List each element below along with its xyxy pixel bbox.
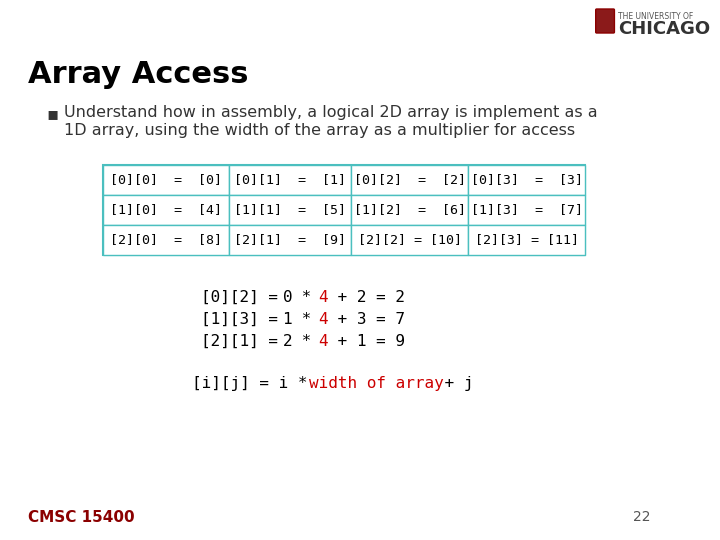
Text: [2][2] = [10]: [2][2] = [10] xyxy=(358,233,462,246)
Text: [i][j] = i *: [i][j] = i * xyxy=(192,376,317,391)
Text: + 1 = 9: + 1 = 9 xyxy=(328,334,405,349)
Text: *: * xyxy=(292,290,320,305)
Bar xyxy=(103,195,230,225)
Bar xyxy=(468,165,585,195)
Text: + 2 = 2: + 2 = 2 xyxy=(328,290,405,305)
Text: [1][1]  =  [5]: [1][1] = [5] xyxy=(234,204,346,217)
Text: width of array: width of array xyxy=(309,376,444,391)
Text: [0][2]  =  [2]: [0][2] = [2] xyxy=(354,173,466,186)
Text: Array Access: Array Access xyxy=(28,60,248,89)
Bar xyxy=(230,225,351,255)
Text: + 3 = 7: + 3 = 7 xyxy=(328,312,405,327)
FancyBboxPatch shape xyxy=(595,9,614,33)
Text: 0: 0 xyxy=(282,290,292,305)
Text: [0][0]  =  [0]: [0][0] = [0] xyxy=(110,173,222,186)
Bar xyxy=(351,165,468,195)
Text: 2: 2 xyxy=(282,334,292,349)
Text: CMSC 15400: CMSC 15400 xyxy=(28,510,135,525)
Text: CHICAGO: CHICAGO xyxy=(618,20,711,38)
Bar xyxy=(468,225,585,255)
Text: 4: 4 xyxy=(318,290,328,305)
FancyBboxPatch shape xyxy=(103,165,585,255)
Text: [2][3] = [11]: [2][3] = [11] xyxy=(475,233,579,246)
Text: [2][0]  =  [8]: [2][0] = [8] xyxy=(110,233,222,246)
Text: [1][2]  =  [6]: [1][2] = [6] xyxy=(354,204,466,217)
Text: THE UNIVERSITY OF: THE UNIVERSITY OF xyxy=(618,12,693,21)
Bar xyxy=(230,195,351,225)
Text: ▪: ▪ xyxy=(47,105,59,123)
Bar xyxy=(351,225,468,255)
Text: [0][1]  =  [1]: [0][1] = [1] xyxy=(234,173,346,186)
Text: 4: 4 xyxy=(318,312,328,327)
Text: + j: + j xyxy=(436,376,474,391)
Text: 1D array, using the width of the array as a multiplier for access: 1D array, using the width of the array a… xyxy=(63,123,575,138)
Bar xyxy=(230,165,351,195)
Text: [2][1] =: [2][1] = xyxy=(202,334,288,349)
Bar xyxy=(351,195,468,225)
Text: [2][1]  =  [9]: [2][1] = [9] xyxy=(234,233,346,246)
Text: [1][3] =: [1][3] = xyxy=(202,312,288,327)
Text: [1][0]  =  [4]: [1][0] = [4] xyxy=(110,204,222,217)
Text: [1][3]  =  [7]: [1][3] = [7] xyxy=(471,204,583,217)
Text: *: * xyxy=(292,334,320,349)
Text: 22: 22 xyxy=(634,510,651,524)
Text: Understand how in assembly, a logical 2D array is implement as a: Understand how in assembly, a logical 2D… xyxy=(63,105,598,120)
Text: *: * xyxy=(292,312,320,327)
Text: [0][3]  =  [3]: [0][3] = [3] xyxy=(471,173,583,186)
Text: 4: 4 xyxy=(318,334,328,349)
Bar xyxy=(103,165,230,195)
Bar xyxy=(103,225,230,255)
Text: 1: 1 xyxy=(282,312,292,327)
Bar xyxy=(468,195,585,225)
Text: [0][2] =: [0][2] = xyxy=(202,290,288,305)
